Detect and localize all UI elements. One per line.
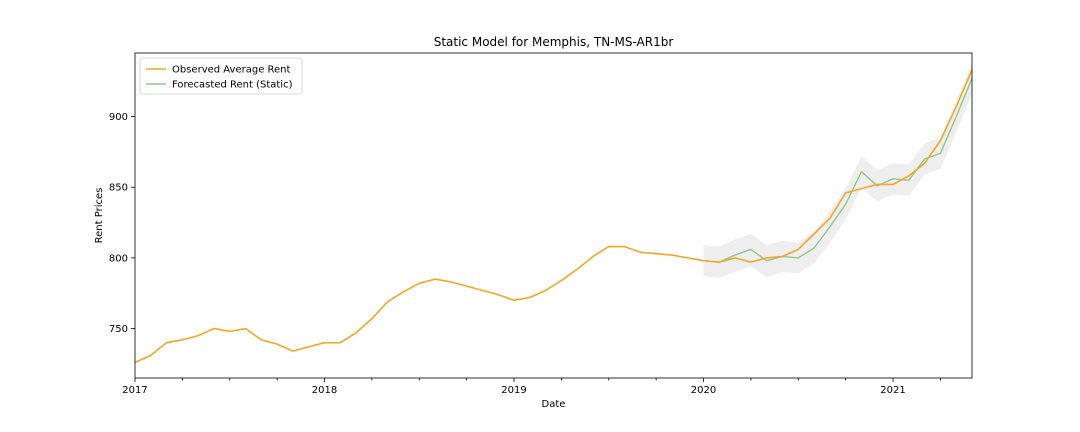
- legend-label-observed: Observed Average Rent: [172, 65, 291, 76]
- chart-title: Static Model for Memphis, TN-MS-AR1br: [434, 35, 674, 49]
- y-tick-label: 900: [109, 112, 128, 123]
- x-tick-label: 2021: [880, 385, 905, 396]
- legend-box: [139, 57, 303, 95]
- forecast-confidence-band: [703, 62, 972, 278]
- y-tick-label: 850: [109, 183, 128, 194]
- legend-label-forecast: Forecasted Rent (Static): [172, 80, 293, 91]
- legend: Observed Average Rent Forecasted Rent (St…: [139, 57, 303, 95]
- y-axis-label: Rent Prices: [94, 188, 105, 244]
- series-lines-layer: [134, 69, 973, 364]
- x-tick-label: 2019: [501, 385, 526, 396]
- x-tick-label: 2017: [122, 385, 147, 396]
- y-axis-ticks: 750 800 850 900: [109, 112, 135, 335]
- observed-rent-line: [134, 69, 973, 364]
- x-axis-ticks: 2017 2018 2019 2020 2021: [122, 378, 941, 396]
- forecast-rent-line: [703, 78, 973, 263]
- plot-area-frame: [134, 52, 973, 379]
- y-tick-label: 800: [109, 253, 128, 264]
- x-axis-label: Date: [542, 399, 566, 410]
- y-tick-label: 750: [109, 324, 128, 335]
- x-tick-label: 2020: [691, 385, 716, 396]
- confidence-interval-layer: [703, 62, 972, 278]
- x-tick-label: 2018: [312, 385, 337, 396]
